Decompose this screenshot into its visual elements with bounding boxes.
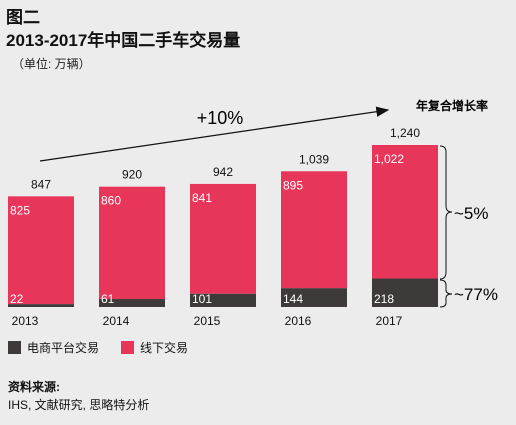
legend-item-offline: 线下交易	[121, 339, 188, 356]
offline-value-label-2014: 860	[101, 194, 121, 208]
growth-arrow	[39, 106, 390, 162]
bar-offline-2015	[190, 183, 256, 294]
online-cagr-label: ~77%	[454, 285, 498, 304]
bar-offline-2017	[372, 145, 438, 279]
legend-item-online: 电商平台交易	[8, 339, 99, 356]
bar-online-2016	[281, 288, 347, 307]
bar-online-2017	[372, 278, 438, 307]
online-value-label-2017: 218	[374, 292, 394, 306]
offline-value-label-2017: 1,022	[374, 152, 404, 166]
online-value-label-2015: 101	[192, 292, 212, 306]
legend-label-online: 电商平台交易	[27, 341, 100, 355]
x-tick-label-2014: 2014	[103, 314, 130, 328]
legend-swatch-online	[8, 341, 21, 354]
total-label-2016: 1,039	[299, 152, 329, 166]
overall-growth-label: +10%	[197, 108, 244, 128]
offline-bracket	[439, 145, 453, 280]
online-bracket	[439, 279, 453, 308]
legend-swatch-offline	[121, 341, 135, 354]
bar-offline-2014	[99, 186, 165, 300]
chart-title: 2013-2017年中国二手车交易量	[6, 31, 241, 50]
source-text: IHS, 文献研究, 思略特分析	[8, 398, 150, 412]
bars-group: 825 22 847 2013 860 61 920 2014 841 101 942 2015 895…	[8, 126, 438, 328]
source-title: 资料来源:	[8, 380, 60, 394]
unit-label: （单位: 万辆）	[12, 57, 91, 71]
legend-label-offline: 线下交易	[140, 341, 189, 355]
offline-cagr-label: ~5%	[454, 204, 489, 223]
bar-online-2014	[99, 299, 165, 307]
offline-value-label-2013: 825	[10, 203, 30, 217]
total-label-2017: 1,240	[390, 126, 420, 140]
stacked-bar-chart: 825 22 847 2013 860 61 920 2014 841 101 942 2015 895…	[8, 98, 498, 328]
online-value-label-2013: 22	[10, 292, 24, 306]
bar-online-2015	[190, 293, 256, 307]
total-label-2014: 920	[122, 168, 142, 182]
offline-value-label-2015: 841	[192, 191, 212, 205]
offline-value-label-2016: 895	[283, 178, 303, 192]
legend: 电商平台交易 线下交易	[8, 339, 210, 356]
total-label-2015: 942	[213, 165, 233, 179]
figure-label: 图二	[6, 8, 40, 27]
x-tick-label-2015: 2015	[194, 314, 221, 328]
cagr-label: 年复合增长率	[416, 98, 488, 113]
online-value-label-2016: 144	[283, 292, 303, 306]
bar-online-2013	[8, 304, 74, 307]
bar-offline-2016	[281, 171, 347, 289]
x-tick-label-2017: 2017	[376, 314, 403, 328]
bar-offline-2013	[8, 196, 74, 305]
total-label-2013: 847	[31, 177, 51, 191]
x-tick-label-2016: 2016	[285, 314, 312, 328]
online-value-label-2014: 61	[101, 292, 115, 306]
x-tick-label-2013: 2013	[12, 314, 39, 328]
